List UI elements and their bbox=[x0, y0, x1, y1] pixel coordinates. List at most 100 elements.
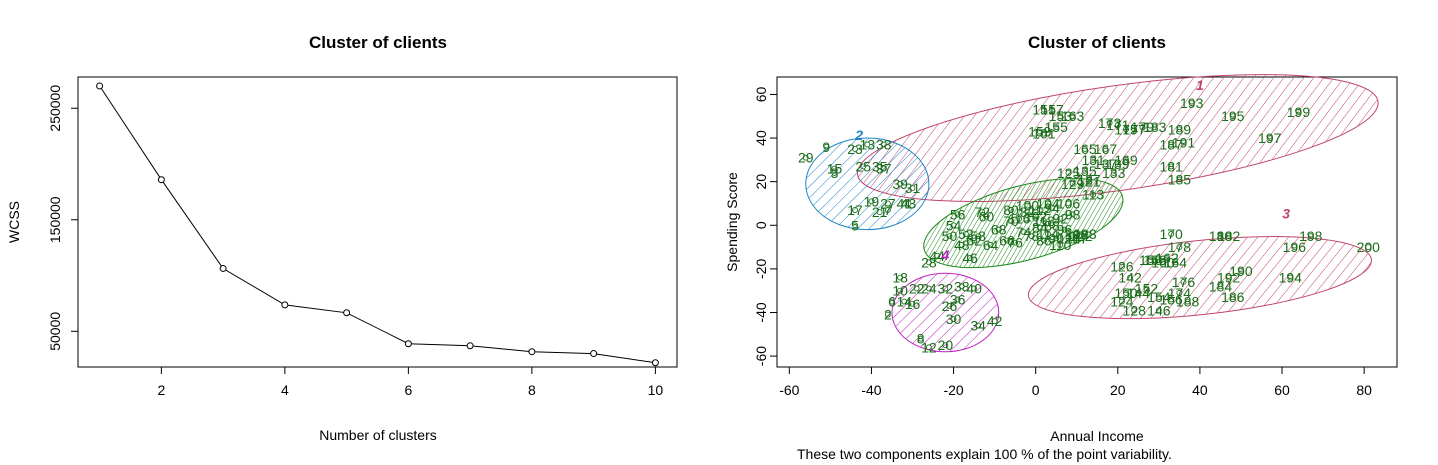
point-label: 124 bbox=[1110, 294, 1134, 310]
cluster-3-label: 3 bbox=[1282, 206, 1290, 222]
data-point bbox=[880, 141, 887, 148]
data-point bbox=[1040, 217, 1047, 224]
wcss-point bbox=[219, 264, 227, 272]
point-label: 150 bbox=[1114, 285, 1138, 301]
data-point bbox=[1295, 108, 1302, 115]
y-tick-label: -40 bbox=[753, 302, 769, 322]
point-label: 42 bbox=[987, 313, 1003, 329]
data-point bbox=[1217, 283, 1224, 290]
point-label: 20 bbox=[938, 337, 954, 353]
point-label: 22 bbox=[909, 281, 925, 297]
point-label: 188 bbox=[1176, 294, 1200, 310]
point-label: 56 bbox=[950, 206, 966, 222]
data-point bbox=[954, 296, 961, 303]
point-label: 29 bbox=[798, 150, 814, 166]
point-label: 80 bbox=[1003, 202, 1019, 218]
point-label: 164 bbox=[1164, 254, 1188, 270]
point-label: 184 bbox=[1209, 278, 1233, 294]
point-label: 32 bbox=[938, 281, 954, 297]
data-point bbox=[1081, 146, 1088, 152]
point-label: 146 bbox=[1147, 302, 1171, 318]
data-point bbox=[1090, 156, 1097, 163]
y-tick-label: 150000 bbox=[47, 196, 63, 243]
data-point bbox=[1180, 279, 1187, 285]
point-label: 62 bbox=[966, 233, 982, 249]
point-label: 170 bbox=[1159, 226, 1183, 242]
point-label: 27 bbox=[880, 195, 896, 211]
point-label: 157 bbox=[1040, 102, 1064, 118]
wcss-point bbox=[96, 82, 104, 90]
point-label: 92 bbox=[1053, 211, 1069, 227]
point-label: 23 bbox=[847, 141, 863, 157]
left-y-axis-label: WCSS bbox=[6, 201, 22, 243]
point-label: 60 bbox=[979, 209, 995, 225]
point-label: 88 bbox=[1044, 217, 1060, 233]
data-point bbox=[831, 165, 838, 172]
point-label: 64 bbox=[983, 237, 999, 253]
point-label: 176 bbox=[1172, 274, 1196, 290]
point-label: 183 bbox=[1143, 119, 1167, 135]
point-label: 54 bbox=[946, 217, 962, 233]
point-label: 14 bbox=[896, 294, 912, 310]
point-label: 82 bbox=[1020, 204, 1036, 220]
right-y-axis-label: Spending Score bbox=[724, 172, 740, 272]
data-point bbox=[1024, 202, 1031, 209]
point-label: 200 bbox=[1357, 239, 1381, 255]
data-point bbox=[946, 233, 953, 240]
point-label: 110 bbox=[1049, 237, 1072, 253]
point-label: 41 bbox=[896, 195, 912, 211]
x-tick-label: 6 bbox=[404, 382, 412, 398]
data-point bbox=[909, 185, 916, 192]
data-point bbox=[1127, 274, 1134, 281]
data-point bbox=[1057, 113, 1064, 120]
data-point bbox=[1073, 235, 1080, 242]
data-point bbox=[1151, 257, 1158, 264]
data-point bbox=[876, 209, 883, 216]
right-chart-title: Cluster of clients bbox=[1028, 33, 1166, 52]
data-point bbox=[1032, 213, 1039, 220]
point-label: 163 bbox=[1061, 108, 1085, 124]
point-label: 46 bbox=[962, 250, 978, 266]
point-label: 96 bbox=[1057, 222, 1073, 238]
point-label: 135 bbox=[1073, 163, 1097, 179]
point-label: 142 bbox=[1118, 270, 1142, 286]
data-point bbox=[852, 146, 858, 152]
point-label: 133 bbox=[1102, 165, 1126, 181]
data-point bbox=[971, 237, 978, 244]
data-point bbox=[1307, 233, 1314, 240]
data-point bbox=[1147, 257, 1154, 264]
data-point bbox=[917, 335, 924, 342]
point-label: 190 bbox=[1229, 263, 1253, 279]
x-tick-label: 20 bbox=[1110, 382, 1126, 398]
data-point bbox=[1217, 233, 1224, 240]
point-label: 153 bbox=[1049, 108, 1073, 124]
left-plot-area: 2 4 6 8 10 50000 150000 250000 bbox=[47, 76, 678, 398]
data-point bbox=[1172, 259, 1179, 266]
data-point bbox=[1036, 207, 1043, 213]
y-tick-label: 250000 bbox=[47, 85, 63, 132]
data-point bbox=[925, 344, 932, 351]
data-point bbox=[1020, 228, 1027, 235]
data-point bbox=[1040, 130, 1047, 137]
data-point bbox=[823, 143, 830, 150]
wcss-point bbox=[157, 176, 165, 184]
data-point bbox=[913, 285, 920, 292]
point-label: 113 bbox=[1082, 187, 1105, 203]
data-point bbox=[864, 141, 871, 148]
data-point bbox=[1049, 222, 1056, 229]
data-point bbox=[958, 283, 965, 290]
data-point bbox=[950, 316, 957, 322]
data-point bbox=[1266, 135, 1273, 142]
data-point bbox=[1057, 215, 1064, 222]
point-label: 50 bbox=[942, 228, 958, 244]
x-tick-label: 0 bbox=[1032, 382, 1040, 398]
data-point bbox=[1049, 204, 1056, 211]
data-point bbox=[942, 285, 949, 292]
wcss-point bbox=[466, 342, 474, 350]
cluster-5-ellipse bbox=[923, 178, 1124, 269]
data-point bbox=[868, 198, 875, 205]
data-point bbox=[1225, 233, 1232, 240]
wcss-point bbox=[590, 350, 598, 358]
right-plot-area: 1511531571551591611631651671691711731751… bbox=[753, 74, 1398, 398]
data-point bbox=[1168, 163, 1175, 170]
